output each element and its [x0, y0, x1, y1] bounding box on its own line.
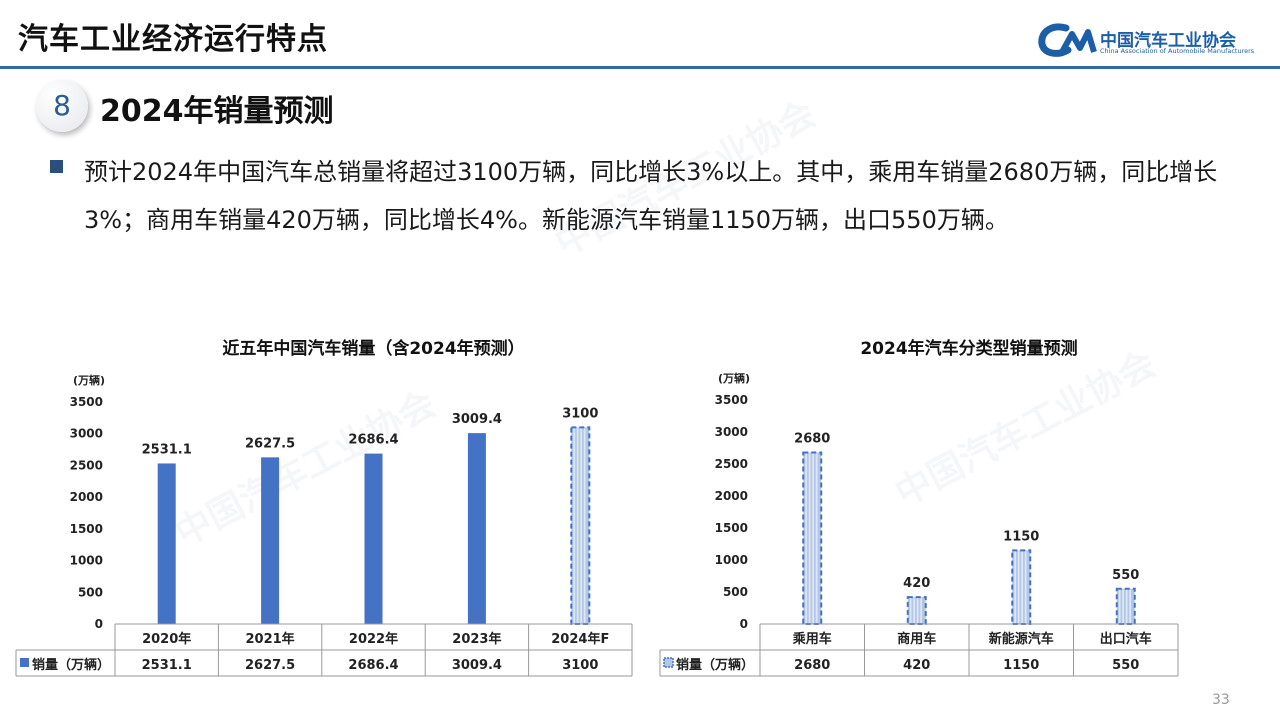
forecast-bar-stripe — [815, 453, 818, 623]
y-tick-label: 500 — [723, 585, 748, 599]
table-value-cell: 2680 — [794, 658, 830, 673]
y-tick-label: 1000 — [70, 554, 103, 568]
chart-annual-sales: 近五年中国汽车销量（含2024年预测） (万辆) 0 500 1000 1500 2000 2… — [15, 338, 633, 677]
table-value-cell: 2531.1 — [142, 658, 192, 673]
forecast-bar-stripe — [812, 453, 814, 623]
forecast-bar-stripe — [1122, 589, 1124, 623]
x-category-label: 新能源汽车 — [989, 631, 1054, 647]
chart-2024-category-forecast: 2024年汽车分类型销量预测 (万辆) 0 500 1000 1500 2000 2500 30… — [659, 338, 1179, 677]
bar-value-label: 2531.1 — [142, 442, 192, 457]
bar-value-label: 550 — [1112, 568, 1139, 583]
x-category-label: 商用车 — [897, 631, 936, 647]
header-bar: 汽车工业经济运行特点 中国汽车工业协会 China Association of… — [0, 0, 1280, 69]
forecast-bar-stripe — [805, 453, 807, 623]
logo-name-cn: 中国汽车工业协会 — [1100, 31, 1236, 51]
table-value-cell: 1150 — [1003, 658, 1039, 673]
section-number-badge: 8 — [36, 80, 88, 132]
y-tick-label: 2000 — [715, 489, 748, 503]
bar-value-label: 2627.5 — [245, 436, 295, 451]
y-tick-label: 500 — [78, 585, 103, 599]
forecast-bar-stripe — [916, 598, 919, 623]
bar — [261, 457, 280, 624]
forecast-bar-stripe — [909, 598, 912, 623]
legend-swatch — [663, 657, 674, 668]
forecast-bar-stripe — [580, 428, 583, 623]
x-category-label: 乘用车 — [792, 631, 832, 647]
bar-value-label: 2680 — [794, 431, 830, 446]
bar-value-label: 2686.4 — [348, 433, 398, 448]
table-value-cell: 2627.5 — [245, 658, 295, 673]
y-axis-unit-label: (万辆) — [718, 371, 750, 385]
x-category-label: 2020年 — [142, 631, 191, 647]
y-tick-label: 2500 — [715, 457, 748, 471]
bar-value-label: 3100 — [562, 406, 598, 421]
forecast-bar-stripe — [573, 428, 576, 623]
x-category-label: 2024年F — [551, 631, 609, 647]
x-category-label: 2023年 — [452, 631, 501, 647]
table-value-cell: 3100 — [562, 658, 598, 673]
bullet-paragraph: 预计2024年中国汽车总销量将超过3100万辆，同比增长3%以上。其中，乘用车销… — [84, 158, 1218, 234]
forecast-bar-stripe — [913, 598, 915, 623]
y-tick-label: 0 — [740, 617, 748, 631]
table-value-cell: 420 — [903, 658, 930, 673]
forecast-bar-stripe — [1014, 551, 1016, 623]
y-tick-label: 1000 — [715, 553, 748, 567]
section-title: 2024年销量预测 — [100, 94, 334, 129]
bar-value-label: 1150 — [1003, 529, 1039, 544]
x-category-label: 2022年 — [349, 631, 398, 647]
y-tick-label: 2500 — [70, 458, 103, 472]
chart-title: 2024年汽车分类型销量预测 — [860, 338, 1077, 359]
header-divider — [0, 66, 1280, 69]
y-tick-label: 1500 — [70, 522, 103, 536]
bullet-square-icon — [50, 160, 63, 173]
table-value-cell: 2686.4 — [348, 658, 398, 673]
bar-value-label: 3009.4 — [452, 412, 502, 427]
forecast-bar-stripe — [1024, 551, 1027, 623]
y-axis-unit-label: (万辆) — [73, 373, 105, 387]
y-tick-label: 3000 — [715, 425, 748, 439]
forecast-bar-stripe — [1129, 589, 1131, 623]
caam-logo-icon — [1038, 23, 1097, 57]
forecast-bar-stripe — [583, 428, 586, 623]
page-title: 汽车工业经济运行特点 — [18, 22, 328, 57]
y-tick-label: 2000 — [70, 490, 103, 504]
forecast-bar-stripe — [1021, 551, 1023, 623]
page-number: 33 — [1212, 692, 1230, 708]
forecast-bar-stripe — [1118, 589, 1121, 623]
forecast-bar-stripe — [1125, 589, 1128, 623]
y-tick-label: 3000 — [70, 427, 103, 441]
x-category-label: 2021年 — [246, 631, 295, 647]
y-tick-label: 3500 — [715, 393, 748, 407]
forecast-bar-stripe — [1017, 551, 1020, 623]
legend-series-name: 销量（万辆） — [676, 657, 754, 673]
y-tick-label: 0 — [95, 617, 103, 631]
forecast-bar-stripe — [576, 428, 579, 623]
table-value-cell: 3009.4 — [452, 658, 502, 673]
caam-logo: 中国汽车工业协会 China Association of Automobile… — [1036, 22, 1276, 62]
bar — [157, 463, 176, 624]
x-category-label: 出口汽车 — [1100, 631, 1152, 647]
y-tick-label: 1500 — [715, 521, 748, 535]
bar — [364, 453, 383, 624]
legend-series-name: 销量（万辆） — [32, 657, 110, 673]
y-tick-label: 3500 — [70, 395, 103, 409]
table-value-cell: 550 — [1112, 658, 1139, 673]
forecast-bar-stripe — [808, 453, 811, 623]
forecast-bar-stripe — [920, 598, 922, 623]
legend-swatch — [20, 658, 29, 667]
bar-value-label: 420 — [903, 576, 930, 591]
logo-name-en: China Association of Automobile Manufact… — [1100, 47, 1255, 55]
bar — [467, 433, 486, 624]
chart-title: 近五年中国汽车销量（含2024年预测） — [222, 338, 524, 359]
